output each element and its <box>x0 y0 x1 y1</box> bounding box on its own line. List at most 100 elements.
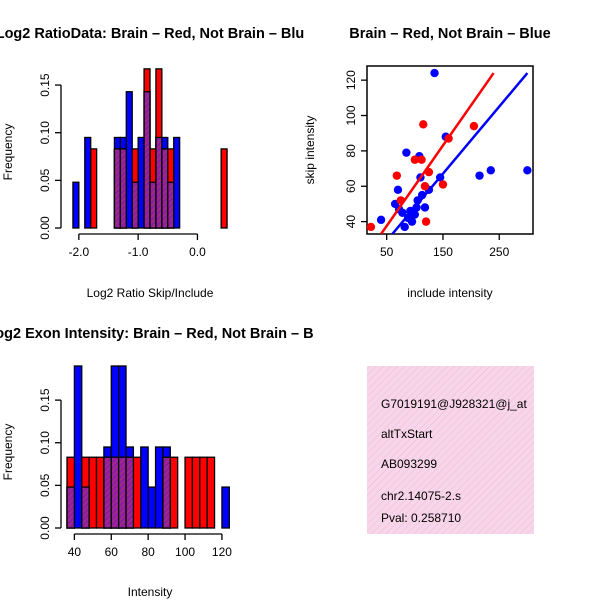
intensity-histogram-y-tick-label-3: 0.15 <box>38 388 52 412</box>
scatter-point-notbrain-2 <box>393 185 403 194</box>
intensity-histogram-x-tick-label-2: 80 <box>141 545 155 559</box>
ratio-histogram-panel: Log2 RatioData: Brain – Red, Not Brain –… <box>0 26 304 300</box>
ratio-histogram-title: Log2 RatioData: Brain – Red, Not Brain –… <box>0 26 304 42</box>
scatter-xlabel: include intensity <box>407 286 492 300</box>
scatter-point-brain-4 <box>417 155 426 164</box>
ratio-histogram-bar-brain-9 <box>220 148 228 229</box>
scatter-x-tick-label-1: 150 <box>433 245 453 259</box>
scatter-y-tick-label-2: 80 <box>344 144 358 158</box>
ratio-histogram-y-tick-label-0: 0.00 <box>38 216 52 240</box>
scatter-fit-line-notbrain <box>391 72 529 234</box>
info-line-location: chr2.14075-2.s <box>381 489 461 503</box>
scatter-point-notbrain-18 <box>430 68 439 78</box>
ratio-histogram-x-tick-label-2: 0.0 <box>189 245 206 259</box>
intensity-histogram-bar-overlap-10 <box>162 456 171 529</box>
ratio-histogram-bar-overlap-2 <box>113 148 122 229</box>
scatter-point-brain-1 <box>392 171 402 180</box>
ratio-histogram-bar-notbrain-4 <box>125 91 133 229</box>
intensity-histogram-bar-notbrain-8 <box>147 486 157 529</box>
intensity-histogram-ylabel: Frequency <box>1 424 15 481</box>
ratio-histogram-bar-overlap-10 <box>161 148 169 229</box>
scatter-point-brain-0 <box>367 222 376 232</box>
intensity-histogram-x-tick-label-4: 120 <box>212 545 232 559</box>
intensity-histogram-bar-brain-11 <box>184 456 194 529</box>
intensity-histogram-bar-notbrain-1 <box>73 365 83 529</box>
scatter-point-brain-3 <box>410 155 420 164</box>
scatter-point-notbrain-10 <box>410 210 420 219</box>
ratio-histogram-y-tick-label-3: 0.15 <box>38 73 52 97</box>
scatter-point-notbrain-5 <box>400 222 409 232</box>
ratio-histogram-xlabel: Log2 Ratio Skip/Include <box>87 286 214 300</box>
intensity-histogram-bars <box>66 365 230 529</box>
intensity-histogram-title: Log2 Exon Intensity: Brain – Red, Not Br… <box>0 326 314 342</box>
info-panel: G7019191@J928321@j_at altTxStart AB09329… <box>367 366 534 534</box>
intensity-histogram-y-tick-label-2: 0.10 <box>38 431 52 455</box>
scatter-point-notbrain-6 <box>402 148 411 157</box>
intensity-histogram-xlabel: Intensity <box>128 585 173 599</box>
ratio-histogram-axes: -2.0 -1.0 0.0 0.00 0.05 0.10 0.15 <box>38 73 206 259</box>
ratio-histogram-bar-overlap-5 <box>131 181 139 229</box>
intensity-histogram-bar-brain-13 <box>199 456 208 529</box>
info-line-accession: AB093299 <box>381 457 437 471</box>
info-line-probe-id: G7019191@J928321@j_at <box>381 397 527 411</box>
scatter-fit-line-brain <box>380 72 495 234</box>
intensity-histogram-bar-brain-2 <box>88 456 98 529</box>
ratio-histogram-bar-overlap-11 <box>167 181 175 229</box>
scatter-point-notbrain-4 <box>398 208 407 217</box>
intensity-histogram-bar-brain-14 <box>206 456 216 529</box>
scatter-y-tick-label-1: 60 <box>344 179 358 193</box>
intensity-histogram-y-tick-label-0: 0.00 <box>38 516 52 540</box>
scatter-panel: Brain – Red, Not Brain – Blue 50 150 250 40… <box>303 26 551 300</box>
scatter-axes: 50 150 250 40 60 80 100 120 <box>344 70 510 259</box>
intensity-histogram-bar-overlap-0 <box>66 486 76 529</box>
intensity-histogram-x-tick-label-0: 40 <box>68 545 82 559</box>
scatter-ylabel: skip intensity <box>303 116 317 185</box>
intensity-histogram-bar-notbrain-7 <box>140 446 149 529</box>
scatter-title: Brain – Red, Not Brain – Blue <box>349 26 550 42</box>
scatter-point-notbrain-22 <box>486 166 495 175</box>
scatter-y-tick-label-0: 40 <box>344 215 358 229</box>
scatter-point-brain-9 <box>438 180 448 189</box>
intensity-histogram-bar-brain-10 <box>169 456 179 529</box>
scatter-y-tick-label-3: 100 <box>344 105 358 125</box>
ratio-histogram-bar-overlap-8 <box>149 181 157 229</box>
scatter-marks <box>367 68 532 234</box>
ratio-histogram-bar-overlap-3 <box>119 148 127 229</box>
ratio-histogram-y-tick-label-1: 0.05 <box>38 168 52 192</box>
scatter-point-brain-7 <box>421 217 431 226</box>
scatter-point-notbrain-0 <box>376 215 386 225</box>
scatter-frame <box>366 65 534 235</box>
scatter-point-notbrain-9 <box>407 217 417 226</box>
ratio-histogram-y-tick-label-2: 0.10 <box>38 121 52 145</box>
info-line-event-type: altTxStart <box>381 427 433 441</box>
intensity-histogram-bar-overlap-3 <box>103 456 112 529</box>
scatter-point-brain-5 <box>419 120 428 129</box>
scatter-point-brain-6 <box>420 182 430 191</box>
ratio-histogram-bar-notbrain-6 <box>137 136 145 229</box>
intensity-histogram-axes: 40 60 80 100 120 0.00 0.05 0.10 0.15 <box>38 388 232 559</box>
ratio-histogram-bar-brain-0 <box>90 148 98 229</box>
intensity-histogram-bar-overlap-2 <box>81 486 90 529</box>
intensity-histogram-bar-overlap-4 <box>110 456 120 529</box>
ratio-histogram-bar-notbrain-1 <box>84 136 92 229</box>
ratio-histogram-bar-notbrain-12 <box>173 136 181 229</box>
scatter-x-tick-label-2: 250 <box>489 245 509 259</box>
info-panel-background <box>367 366 534 534</box>
intensity-histogram-bar-notbrain-9 <box>154 446 164 529</box>
scatter-point-notbrain-16 <box>420 203 430 212</box>
ratio-histogram-x-tick-label-1: -1.0 <box>128 245 149 259</box>
ratio-histogram-ylabel: Frequency <box>1 124 15 181</box>
intensity-histogram-x-tick-label-3: 100 <box>175 545 195 559</box>
intensity-histogram-y-tick-label-1: 0.05 <box>38 473 52 497</box>
ratio-histogram-bar-overlap-7 <box>143 91 151 229</box>
scatter-x-tick-label-0: 50 <box>380 245 394 259</box>
scatter-y-tick-label-4: 120 <box>344 70 358 90</box>
scatter-point-notbrain-21 <box>475 171 484 180</box>
intensity-histogram-bar-brain-3 <box>95 456 105 529</box>
intensity-histogram-bar-brain-8 <box>132 456 142 529</box>
intensity-histogram-panel: Log2 Exon Intensity: Brain – Red, Not Br… <box>0 326 314 599</box>
intensity-histogram-bar-overlap-5 <box>117 456 127 529</box>
scatter-point-notbrain-23 <box>523 166 532 175</box>
